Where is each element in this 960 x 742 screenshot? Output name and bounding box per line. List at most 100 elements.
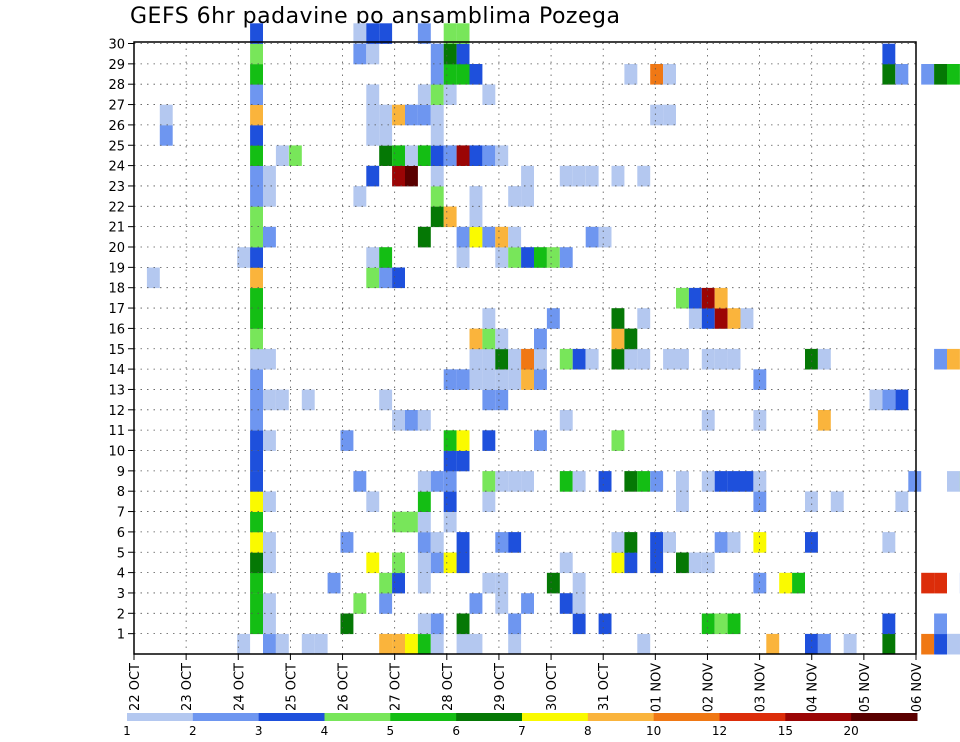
heatmap-cell — [650, 552, 664, 574]
heatmap-cell — [482, 491, 496, 512]
heatmap-cell — [430, 64, 444, 85]
heatmap-cell — [443, 471, 457, 492]
heatmap-cell — [263, 613, 276, 635]
heatmap-cell — [366, 247, 380, 268]
legend-label: 8 — [584, 724, 592, 738]
heatmap-cell — [817, 633, 831, 655]
legend-swatch — [785, 713, 852, 721]
heatmap-cell — [379, 633, 393, 655]
y-tick-label: 23 — [108, 180, 125, 195]
legend-swatch — [456, 713, 523, 721]
heatmap-cell — [443, 43, 457, 65]
heatmap-cell — [534, 328, 547, 350]
y-tick-label: 7 — [117, 506, 125, 521]
heatmap-cell — [495, 389, 509, 411]
y-tick-label: 13 — [108, 383, 125, 398]
heatmap-cell — [263, 165, 276, 187]
heatmap-cell — [805, 532, 818, 553]
heatmap-cell — [301, 389, 315, 411]
heatmap-cell — [521, 593, 534, 614]
heatmap-cell — [714, 308, 728, 329]
heatmap-cell — [650, 532, 664, 553]
legend-label: 6 — [452, 724, 460, 738]
heatmap-cell — [508, 532, 522, 553]
x-tick-label: 31 OCT — [597, 663, 612, 711]
heatmap-cell — [379, 104, 393, 126]
x-tick-label: 28 OCT — [441, 663, 456, 711]
heatmap-cell — [443, 430, 457, 451]
heatmap-cell — [676, 287, 689, 309]
heatmap-cell — [688, 308, 702, 329]
y-tick-label: 26 — [108, 119, 125, 134]
heatmap-cell — [508, 369, 522, 390]
y-tick-label: 9 — [117, 465, 125, 480]
heatmap-cell — [779, 572, 793, 594]
heatmap-cell — [250, 186, 263, 207]
heatmap-cell — [637, 633, 651, 655]
heatmap-cell — [727, 471, 741, 492]
heatmap-cell — [714, 613, 728, 635]
heatmap-cell — [417, 226, 431, 248]
heatmap-cell — [688, 552, 702, 574]
heatmap-cell — [714, 287, 728, 309]
heatmap-cell — [340, 430, 354, 451]
heatmap-cell — [611, 328, 625, 350]
heatmap-cell — [250, 450, 263, 472]
heatmap-cell — [882, 532, 896, 553]
heatmap-cell — [495, 348, 509, 370]
heatmap-cell — [947, 471, 960, 492]
heatmap-cell — [250, 206, 263, 228]
heatmap-cell — [417, 532, 431, 553]
y-tick-label: 5 — [117, 546, 125, 561]
heatmap-cell — [379, 389, 393, 411]
heatmap-cell — [495, 145, 509, 166]
heatmap-cell — [792, 572, 805, 594]
heatmap-cell — [495, 532, 509, 553]
heatmap-cell — [508, 613, 522, 635]
y-tick-label: 4 — [117, 567, 125, 582]
grid-lines — [133, 42, 917, 654]
heatmap-cell — [250, 410, 263, 431]
heatmap-cell — [250, 369, 263, 390]
legend-label: 1 — [123, 724, 131, 738]
heatmap-cell — [508, 186, 522, 207]
legend-swatch — [258, 713, 325, 721]
x-tick-label: 22 OCT — [128, 663, 143, 711]
heatmap-cell — [650, 104, 664, 126]
heatmap-cell — [250, 491, 263, 512]
heatmap-cell — [559, 410, 573, 431]
heatmap-cell — [611, 348, 625, 370]
heatmap-cell — [585, 165, 599, 187]
heatmap-cell — [250, 23, 263, 44]
heatmap-cell — [340, 613, 354, 635]
heatmap-cell — [843, 633, 857, 655]
heatmap-cell — [727, 613, 741, 635]
heatmap-cell — [392, 145, 405, 166]
heatmap-cell — [263, 186, 276, 207]
heatmap-cell — [727, 348, 741, 370]
heatmap-cell — [250, 145, 263, 166]
heatmap-cell — [430, 613, 444, 635]
heatmap-cell — [366, 552, 380, 574]
x-tick-label: 29 OCT — [493, 663, 508, 711]
heatmap-cell — [676, 491, 689, 512]
heatmap-cell — [456, 450, 470, 472]
heatmap-cell — [572, 165, 586, 187]
heatmap-cell — [624, 348, 638, 370]
heatmap-cell — [611, 308, 625, 329]
heatmap-cell — [301, 633, 315, 655]
heatmap-cell — [546, 572, 560, 594]
heatmap-cell — [701, 410, 715, 431]
heatmap-cell — [572, 593, 586, 614]
heatmap-cell — [430, 104, 444, 126]
x-tick-label: 06 NOV — [910, 663, 925, 712]
color-legend: 1 2 3 4 5 6 7 8 10 12 15 20 — [123, 713, 918, 738]
heatmap-cell — [443, 84, 457, 105]
heatmap-cell — [250, 572, 263, 594]
heatmap-cell — [817, 348, 831, 370]
heatmap-cell — [766, 633, 780, 655]
x-axis: 22 OCT 23 OCT 24 OCT 25 OCT 26 OCT 27 OCT 28 O… — [128, 654, 925, 712]
y-tick-label: 28 — [108, 78, 125, 93]
heatmap-cell — [430, 145, 444, 166]
